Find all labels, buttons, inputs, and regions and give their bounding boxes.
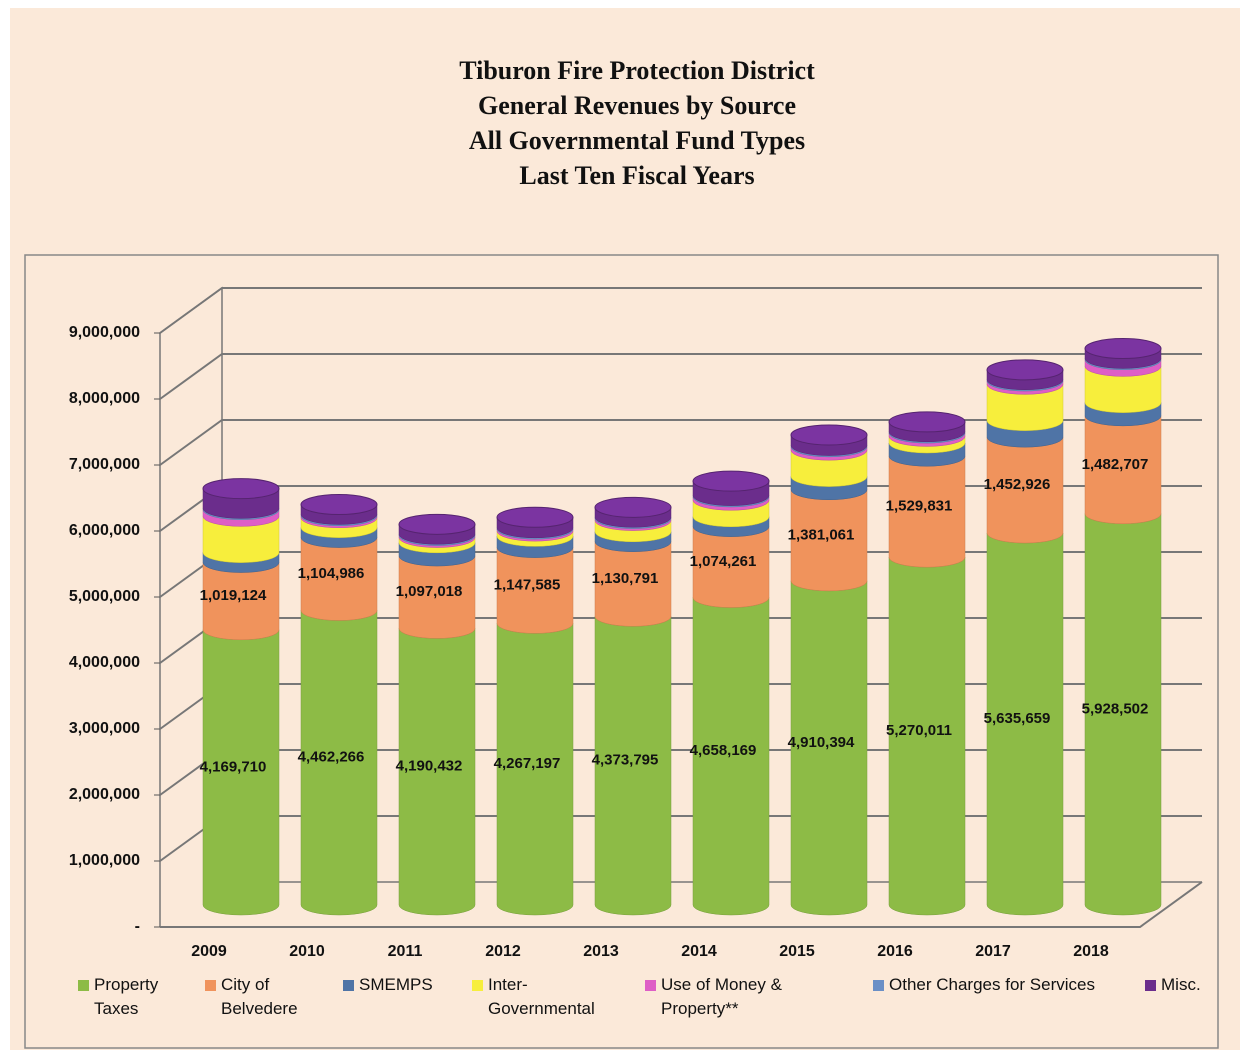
legend-swatch xyxy=(873,980,884,991)
legend-item: Property Taxes xyxy=(78,973,173,1021)
y-tick-label: 6,000,000 xyxy=(69,522,140,539)
data-label: 5,635,659 xyxy=(984,710,1051,727)
data-label: 1,130,791 xyxy=(592,570,659,587)
cylinder-top xyxy=(398,513,476,535)
chart-title: General Revenues by Source xyxy=(478,91,796,120)
cylinder-top xyxy=(692,470,770,492)
legend-item: Use of Money & Property** xyxy=(645,973,830,1021)
legend-swatch xyxy=(1145,980,1156,991)
x-tick-label: 2011 xyxy=(388,943,423,960)
y-tick-label: 4,000,000 xyxy=(69,654,140,671)
y-tick-label: - xyxy=(135,918,140,935)
cylinder-top xyxy=(300,494,378,516)
x-tick-label: 2012 xyxy=(485,943,521,960)
cylinder-top xyxy=(496,506,574,528)
y-tick-label: 8,000,000 xyxy=(69,390,140,407)
data-label: 1,097,018 xyxy=(396,583,463,600)
legend-swatch xyxy=(472,980,483,991)
cylinder-top xyxy=(594,496,672,518)
data-label: 1,482,707 xyxy=(1082,456,1149,473)
data-label: 5,270,011 xyxy=(886,722,952,739)
cylinder-top xyxy=(202,478,280,500)
cylinder-top xyxy=(888,411,966,433)
cylinder-top xyxy=(986,359,1064,381)
legend-label: Inter-Governmental xyxy=(488,975,595,1018)
plot-frame xyxy=(24,254,1219,1049)
data-label: 4,658,169 xyxy=(690,742,757,759)
legend-label: Property Taxes xyxy=(94,975,159,1018)
data-label: 4,190,432 xyxy=(396,758,463,775)
chart-title: All Governmental Fund Types xyxy=(469,126,805,155)
legend-item: City of Belvedere xyxy=(205,973,315,1021)
legend-swatch xyxy=(205,980,216,991)
legend-label: City of Belvedere xyxy=(221,975,298,1018)
x-tick-label: 2009 xyxy=(191,943,227,960)
x-tick-label: 2010 xyxy=(289,943,325,960)
legend-item: SMEMPS xyxy=(343,973,453,997)
y-tick-label: 3,000,000 xyxy=(69,720,140,737)
legend-label: Use of Money & Property** xyxy=(661,975,782,1018)
y-tick-label: 7,000,000 xyxy=(69,456,140,473)
chart-title: Last Ten Fiscal Years xyxy=(519,161,754,190)
legend-item: Other Charges for Services xyxy=(873,973,1123,997)
data-label: 1,019,124 xyxy=(200,587,267,604)
legend-item: Misc. xyxy=(1145,973,1225,997)
legend-label: Other Charges for Services xyxy=(889,975,1095,994)
legend-item: Inter-Governmental xyxy=(472,973,612,1021)
data-label: 5,928,502 xyxy=(1082,700,1149,717)
cylinder-top xyxy=(790,424,868,446)
legend: Property Taxes City of Belvedere SMEMPS Int… xyxy=(0,973,1248,1033)
x-tick-label: 2017 xyxy=(975,943,1011,960)
y-tick-label: 2,000,000 xyxy=(69,786,140,803)
x-tick-label: 2015 xyxy=(779,943,815,960)
legend-swatch xyxy=(645,980,656,991)
data-label: 4,910,394 xyxy=(788,734,855,751)
data-label: 4,267,197 xyxy=(494,755,561,772)
legend-swatch xyxy=(343,980,354,991)
grid-line xyxy=(160,881,1203,928)
chart-title: Tiburon Fire Protection District xyxy=(459,56,815,85)
data-label: 1,381,061 xyxy=(788,526,855,543)
grid-line xyxy=(159,419,1202,466)
data-label: 1,147,585 xyxy=(494,576,561,593)
data-label: 4,169,710 xyxy=(200,758,267,775)
x-tick-label: 2018 xyxy=(1073,943,1109,960)
legend-swatch xyxy=(78,980,89,991)
y-tick-label: 1,000,000 xyxy=(69,852,140,869)
cylinder-top xyxy=(1084,338,1162,360)
x-tick-label: 2013 xyxy=(583,943,619,960)
x-tick-label: 2016 xyxy=(877,943,913,960)
data-label: 1,452,926 xyxy=(984,476,1051,493)
data-label: 1,104,986 xyxy=(298,565,365,582)
legend-label: Misc. xyxy=(1161,975,1201,994)
legend-label: SMEMPS xyxy=(359,975,433,994)
data-label: 4,373,795 xyxy=(592,752,659,769)
data-label: 1,529,831 xyxy=(886,498,953,515)
data-label: 1,074,261 xyxy=(690,553,757,570)
y-tick-label: 9,000,000 xyxy=(69,324,140,341)
data-label: 4,462,266 xyxy=(298,749,365,766)
grid-line xyxy=(159,287,1202,334)
y-tick-label: 5,000,000 xyxy=(69,588,140,605)
grid-line xyxy=(159,353,1202,400)
x-tick-label: 2014 xyxy=(681,943,717,960)
